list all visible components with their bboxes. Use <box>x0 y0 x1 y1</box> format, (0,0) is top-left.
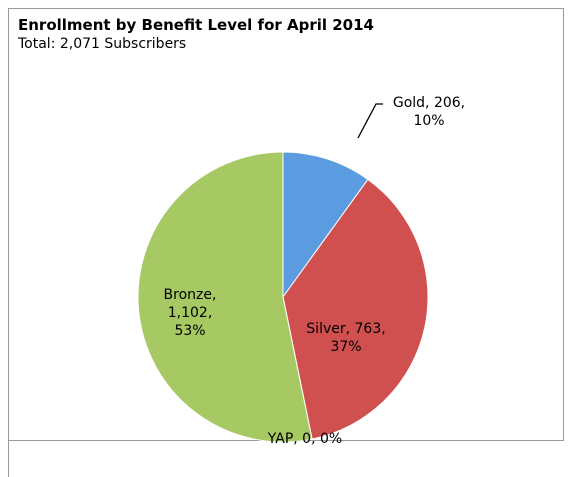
pie-slice <box>282 151 369 299</box>
leader-line <box>357 103 383 139</box>
data-label: Bronze, 1,102, 53% <box>163 287 217 339</box>
chart-subtitle: Total: 2,071 Subscribers <box>18 36 187 52</box>
pie-slice <box>137 151 313 443</box>
data-label: Gold, 206, 10% <box>392 95 466 129</box>
pie-slice <box>282 178 429 440</box>
data-label: Silver, 763, 37% <box>306 321 386 355</box>
data-label: YAP, 0, 0% <box>267 431 343 447</box>
chart-title: Enrollment by Benefit Level for April 20… <box>18 16 374 34</box>
